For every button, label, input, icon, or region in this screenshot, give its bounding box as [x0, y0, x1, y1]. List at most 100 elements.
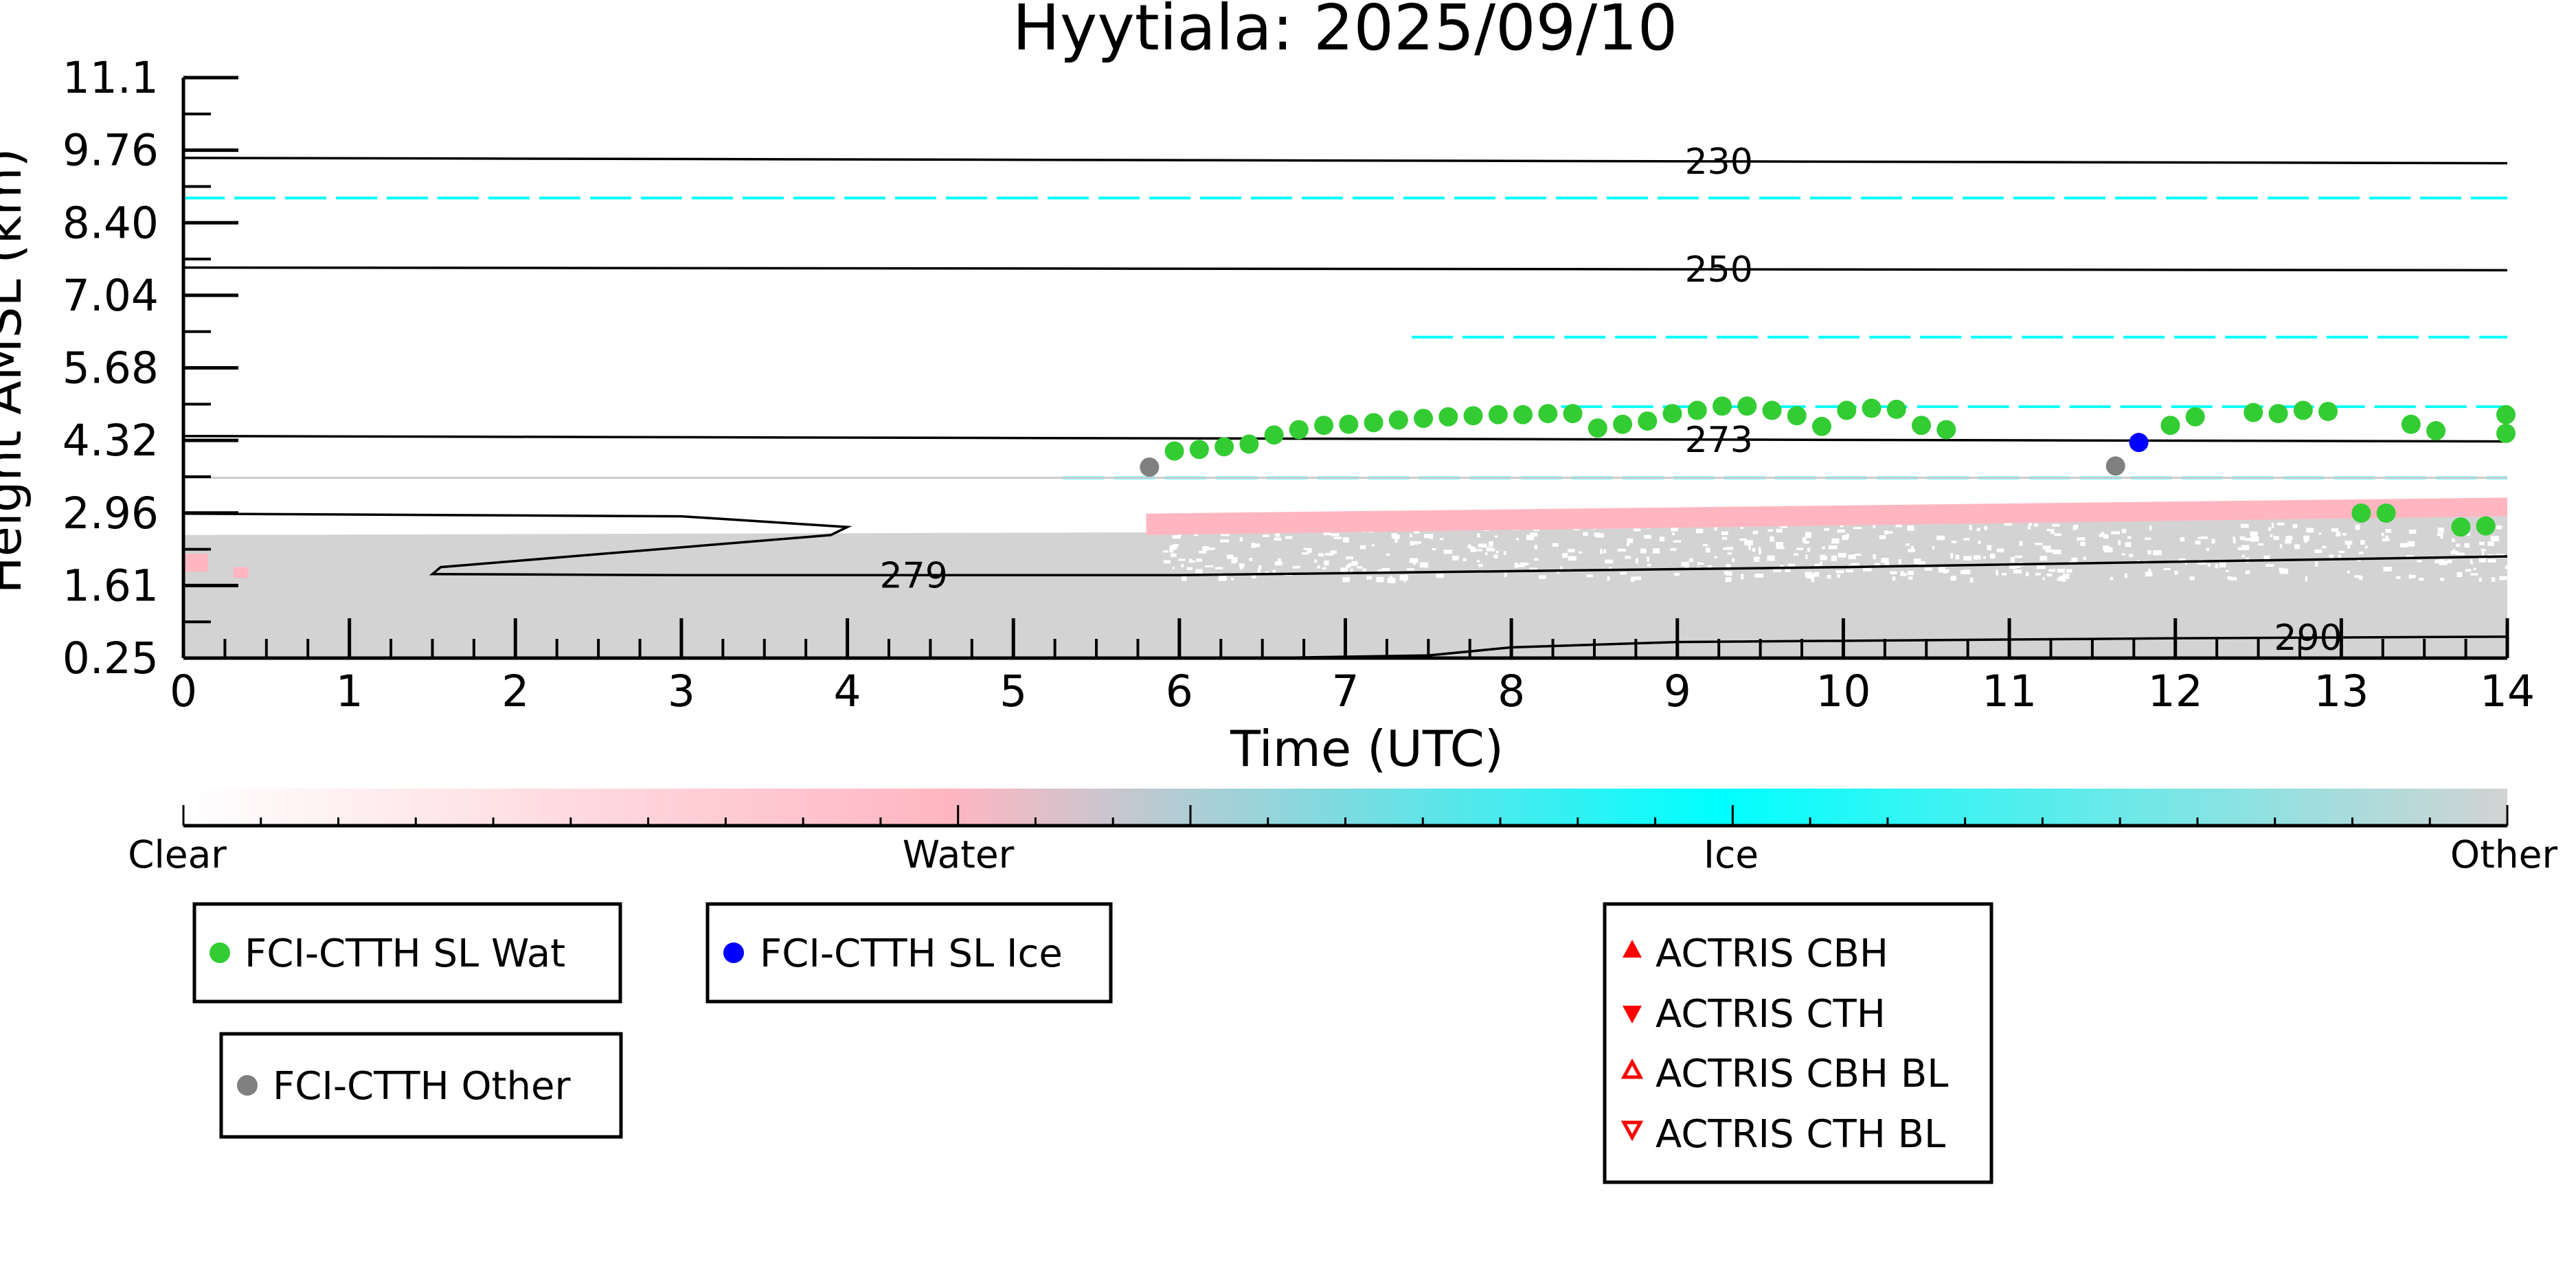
clear-gap	[1625, 556, 1631, 559]
clear-gap	[1989, 553, 1996, 559]
clear-gap	[2304, 539, 2308, 543]
clear-gap	[1519, 563, 1529, 565]
clear-gap	[2036, 565, 2046, 569]
x-tick-label: 1	[336, 666, 363, 716]
marker-fci-ctth-sl-wat	[1513, 405, 1533, 425]
clear-gap	[1186, 567, 1193, 570]
clear-gap	[2241, 545, 2250, 550]
clear-gap	[2470, 559, 2473, 562]
clear-gap	[1517, 564, 1525, 567]
marker-fci-ctth-sl-wat	[1936, 420, 1956, 440]
clear-gap	[1377, 569, 1382, 573]
clear-gap	[1177, 533, 1182, 536]
clear-gap	[1386, 553, 1390, 556]
clear-gap	[1721, 536, 1728, 540]
clear-gap	[2121, 553, 2126, 556]
colorbar-label-other: Other	[2450, 833, 2558, 877]
clear-gap	[1239, 563, 1245, 567]
clear-gap	[1345, 556, 1353, 560]
marker-fci-ctth-sl-wat	[1339, 414, 1359, 434]
y-tick-label: 9.76	[63, 126, 159, 176]
x-tick-label: 9	[1664, 666, 1691, 716]
clear-gap	[1831, 540, 1835, 544]
clear-gap	[1530, 532, 1538, 537]
clear-gap	[2111, 531, 2120, 534]
marker-fci-ctth-sl-wat	[2318, 401, 2338, 421]
clear-gap	[2479, 541, 2485, 545]
marker-fci-ctth-sl-wat	[1737, 396, 1757, 416]
marker-fci-ctth-sl-wat	[2351, 503, 2371, 523]
clear-gap	[1632, 576, 1642, 580]
clear-gap	[1807, 547, 1811, 552]
clear-gap	[2292, 524, 2298, 528]
clear-gap	[2149, 525, 2152, 531]
clear-gap	[1468, 544, 1471, 549]
clear-gap	[2450, 550, 2459, 554]
clear-gap	[1950, 576, 1956, 581]
clear-gap	[1182, 576, 1187, 581]
x-tick-label: 5	[999, 666, 1027, 716]
marker-fci-ctth-sl-wat	[1239, 434, 1259, 454]
contour-label-279: 279	[880, 555, 948, 596]
clear-gap	[1162, 550, 1168, 553]
clear-gap	[1331, 533, 1340, 536]
clear-gap	[1905, 543, 1910, 546]
clear-gap	[2002, 573, 2007, 576]
clear-gap	[1301, 552, 1309, 555]
clear-gap	[1785, 569, 1791, 572]
y-tick-label: 1.61	[63, 561, 159, 611]
clear-gap	[1820, 561, 1822, 566]
clear-gap	[2455, 543, 2461, 547]
clear-gap	[2071, 557, 2078, 563]
clear-gap	[1673, 572, 1680, 576]
clear-gap	[1907, 571, 1914, 576]
clear-gap	[2318, 532, 2322, 535]
clear-gap	[1828, 545, 1838, 550]
clear-gap	[2240, 523, 2249, 528]
clear-gap	[2127, 536, 2132, 539]
clear-gap	[1620, 572, 1627, 575]
contour-label-gap	[878, 572, 949, 578]
contour-label-290: 290	[2274, 618, 2342, 659]
clear-gap	[2233, 539, 2236, 544]
water-patch	[233, 567, 249, 578]
clear-gap	[1823, 528, 1830, 531]
clear-gap	[1862, 566, 1872, 572]
clear-gap	[2057, 577, 2063, 581]
x-tick-label: 12	[2148, 666, 2203, 716]
clear-gap	[2473, 567, 2476, 570]
clear-gap	[1292, 565, 1300, 569]
marker-fci-ctth-sl-wat	[1588, 418, 1607, 438]
clear-gap	[1345, 565, 1351, 568]
clear-gap	[1394, 537, 1398, 543]
clear-gap	[1695, 528, 1704, 534]
clear-gap	[1969, 525, 1972, 530]
x-axis-label: Time (UTC)	[1230, 720, 1504, 778]
marker-fci-ctth-sl-wat	[2376, 503, 2396, 523]
clear-gap	[2314, 549, 2323, 553]
clear-gap	[2487, 558, 2496, 563]
clear-gap	[1802, 536, 1807, 543]
clear-gap	[1996, 569, 1998, 573]
clear-gap	[1822, 546, 1825, 550]
clear-gap	[1607, 576, 1610, 581]
marker-fci-ctth-sl-wat	[1687, 400, 1707, 420]
marker-fci-ctth-sl-wat	[2268, 404, 2288, 424]
clear-gap	[2487, 541, 2494, 546]
clear-gap	[1617, 548, 1627, 552]
clear-gap	[2195, 540, 2201, 545]
clear-gap	[1843, 534, 1848, 539]
clear-gap	[1389, 576, 1392, 578]
clear-gap	[2478, 577, 2482, 582]
other-cloud-region	[183, 510, 2507, 658]
y-tick-label: 2.96	[63, 488, 159, 539]
clear-gap	[2028, 525, 2031, 530]
clear-gap	[1171, 553, 1177, 557]
clear-gap	[1822, 556, 1828, 561]
clear-gap	[2452, 538, 2456, 543]
clear-gap	[1560, 566, 1563, 571]
contour-250	[183, 266, 2507, 272]
clear-gap	[2211, 539, 2215, 544]
clear-gap	[2077, 537, 2086, 541]
clear-gap	[1539, 575, 1546, 579]
